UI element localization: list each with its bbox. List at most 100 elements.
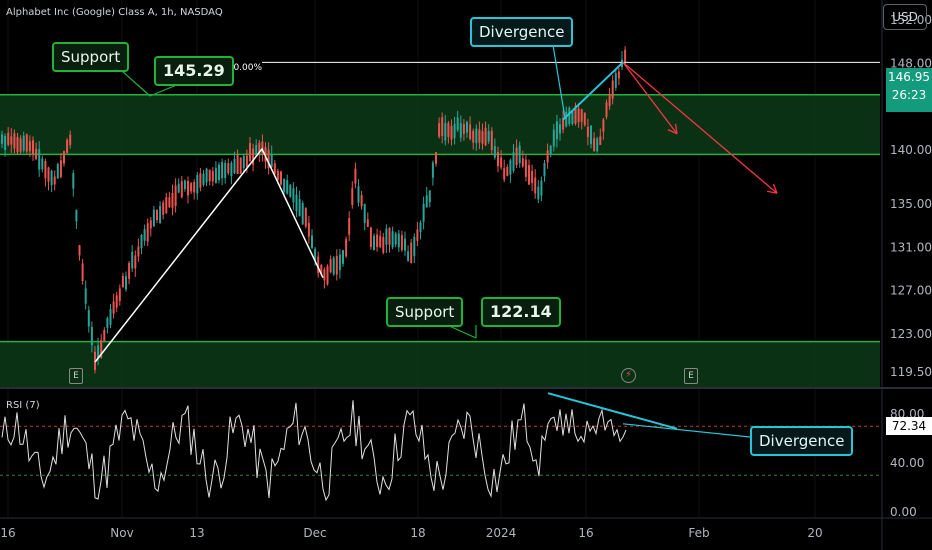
candle [500, 150, 503, 170]
candle [72, 170, 75, 197]
candle [435, 152, 437, 167]
candle [438, 117, 441, 139]
candle [462, 119, 465, 141]
price-axis-tick: 127.00 [890, 284, 932, 298]
rsi-value-tag: 72.34 [886, 417, 932, 435]
divergence-line-price [562, 61, 624, 121]
candle [407, 245, 410, 262]
candle [258, 139, 261, 162]
candle [546, 143, 549, 169]
support-zones [0, 94, 880, 388]
candle [171, 184, 174, 216]
candle [416, 221, 419, 247]
candle [32, 136, 34, 162]
candle [540, 176, 543, 202]
currency-button[interactable]: USD [883, 4, 927, 30]
candle [19, 135, 22, 155]
price-axis-tick: 152.00 [890, 13, 932, 27]
candle [10, 128, 13, 153]
candle [338, 249, 341, 279]
price-axis-tick: 123.00 [890, 327, 932, 341]
candle [298, 190, 301, 217]
candle [425, 186, 428, 208]
candle [552, 124, 555, 152]
price-axis-tick: 131.00 [890, 240, 932, 254]
candle [490, 127, 493, 155]
candle [329, 255, 332, 274]
candle [131, 244, 134, 272]
earnings-icon[interactable]: E [684, 368, 698, 384]
candle [348, 211, 351, 242]
candle [369, 226, 372, 250]
candle [16, 133, 19, 155]
candle [568, 106, 571, 127]
candle [224, 159, 227, 184]
candle [252, 143, 255, 172]
candle [531, 164, 534, 192]
candle [196, 171, 199, 200]
candle [537, 180, 540, 203]
candle [307, 215, 310, 244]
swing-line [94, 147, 324, 363]
candle [149, 217, 152, 237]
candle [382, 233, 385, 255]
candle [481, 123, 484, 150]
candle [128, 261, 131, 285]
candle [53, 170, 56, 191]
candle [577, 103, 580, 128]
candle [59, 152, 62, 179]
candle [44, 158, 47, 187]
dividend-icon[interactable]: ⚡ [621, 368, 636, 383]
last-price-value: 146.95 [888, 70, 930, 84]
candle [208, 169, 211, 186]
candle [301, 200, 304, 225]
candle [221, 158, 224, 186]
candle [521, 150, 524, 168]
candle [190, 181, 193, 195]
candle [419, 220, 422, 240]
candle [391, 226, 394, 250]
time-axis-tick: Nov [110, 526, 133, 540]
candle [478, 121, 481, 150]
candle [56, 162, 59, 179]
price-axis-tick: 135.00 [890, 197, 932, 211]
candle [146, 218, 149, 247]
earnings-icon[interactable]: E [69, 368, 83, 384]
candle [230, 160, 233, 185]
candle [22, 131, 25, 153]
candle [509, 158, 512, 183]
candle [404, 231, 406, 256]
candle [187, 176, 189, 204]
candle [75, 209, 78, 229]
candlestick-series [1, 46, 627, 374]
candle [413, 233, 416, 264]
candle [106, 316, 109, 334]
candle [388, 227, 391, 253]
candle [466, 120, 468, 138]
last-price-tag: 146.95 26:23 [886, 68, 932, 112]
candle [376, 228, 379, 252]
candle [373, 233, 375, 251]
candle [602, 117, 605, 140]
candle [295, 186, 298, 218]
candle [586, 118, 589, 146]
candle [357, 179, 360, 207]
candle [205, 167, 208, 187]
candle [115, 291, 118, 312]
chart-title: Alphabet Inc (Google) Class A, 1h, NASDA… [6, 7, 223, 18]
candle [63, 150, 65, 167]
divergence-rsi-label: Divergence [750, 426, 854, 456]
candle [7, 126, 10, 147]
candle [335, 249, 338, 281]
level-percent-label: 100.00% [222, 63, 263, 73]
candle [97, 337, 100, 366]
bar-countdown: 26:23 [891, 88, 927, 102]
candle [125, 271, 127, 292]
price-axis-tick: 119.50 [890, 365, 932, 379]
candle [152, 205, 155, 227]
candle [239, 157, 242, 174]
candle [292, 182, 295, 210]
drawings [94, 44, 880, 363]
time-axis-tick: 20 [807, 526, 822, 540]
